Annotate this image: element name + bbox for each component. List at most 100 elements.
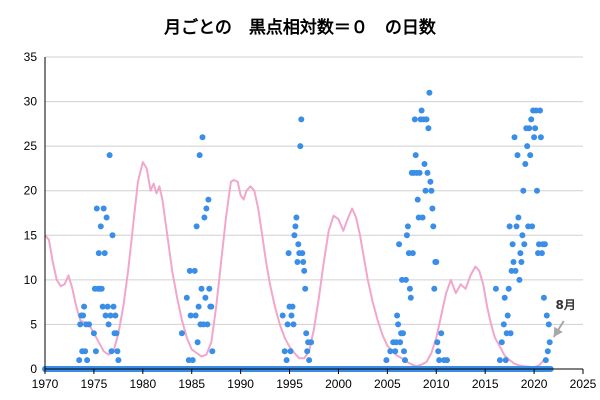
grid-lines	[45, 56, 583, 325]
y-tick-label-25: 25	[24, 139, 38, 153]
data-point-71	[291, 232, 298, 239]
data-point-83	[303, 330, 310, 337]
data-point-123	[423, 116, 430, 123]
data-point-28	[108, 348, 115, 355]
data-point-68	[288, 312, 295, 319]
data-point-148	[505, 285, 512, 292]
data-point-5	[81, 303, 88, 310]
data-point-19	[99, 303, 106, 310]
data-point-174	[531, 134, 538, 141]
data-point-153	[510, 259, 517, 265]
data-point-12	[92, 348, 99, 355]
data-point-155	[512, 267, 519, 274]
data-point-184	[540, 294, 547, 301]
data-point-159	[516, 276, 523, 283]
data-point-77	[297, 143, 304, 150]
data-point-55	[204, 321, 211, 328]
data-point-88	[383, 357, 390, 364]
data-point-99	[400, 330, 406, 337]
data-point-64	[284, 321, 291, 328]
data-point-18	[98, 285, 105, 292]
y-tick-label-20: 20	[24, 184, 38, 198]
data-point-59	[208, 303, 215, 310]
data-point-140	[492, 285, 499, 292]
data-point-104	[404, 223, 411, 230]
data-point-39	[186, 267, 193, 274]
x-tick-label-1975: 1975	[81, 377, 108, 391]
x-tick-label-2010: 2010	[423, 377, 450, 391]
data-point-26	[106, 152, 113, 159]
data-point-134	[434, 339, 441, 346]
data-point-73	[293, 214, 300, 221]
data-point-111	[411, 116, 418, 123]
data-point-169	[526, 125, 533, 132]
data-point-46	[195, 303, 202, 310]
data-point-190	[546, 339, 553, 346]
x-tick-label-2015: 2015	[472, 377, 499, 391]
data-point-127	[427, 178, 434, 185]
data-point-156	[513, 223, 520, 230]
data-point-56	[205, 196, 212, 203]
data-point-52	[201, 214, 208, 221]
data-point-45	[194, 339, 201, 346]
data-point-164	[521, 241, 528, 248]
data-point-142	[498, 339, 505, 346]
x-tick-label-2020: 2020	[521, 377, 548, 391]
data-point-165	[522, 161, 529, 167]
data-point-8	[84, 357, 91, 364]
x-tick-label-2000: 2000	[325, 377, 352, 391]
data-point-81	[301, 267, 308, 274]
data-point-141	[496, 357, 503, 364]
data-point-144	[501, 294, 508, 301]
data-point-143	[500, 321, 507, 328]
data-point-0	[76, 357, 83, 364]
x-tick-label-1990: 1990	[227, 377, 254, 391]
data-point-69	[289, 303, 296, 310]
data-point-139	[444, 357, 450, 364]
data-point-161	[518, 259, 525, 265]
data-point-181	[537, 134, 544, 141]
data-point-101	[402, 357, 408, 364]
data-point-34	[114, 348, 121, 355]
data-point-96	[397, 339, 404, 346]
data-point-21	[101, 250, 108, 257]
data-point-106	[406, 285, 413, 292]
data-point-89	[387, 348, 394, 355]
y-tick-label-10: 10	[24, 273, 38, 287]
data-point-72	[292, 223, 299, 230]
data-point-27	[107, 312, 114, 319]
data-point-116	[416, 169, 423, 176]
data-point-9	[86, 321, 92, 328]
data-point-121	[421, 161, 428, 167]
data-point-145	[502, 357, 509, 364]
data-point-152	[509, 241, 516, 248]
data-point-29	[109, 232, 116, 239]
data-point-185	[541, 241, 548, 248]
data-point-126	[426, 89, 433, 96]
chart-title: 月ごとの 黒点相対数＝０ の日数	[163, 17, 437, 38]
data-point-170	[527, 152, 534, 159]
data-point-42	[191, 267, 198, 274]
axes	[44, 57, 584, 374]
data-point-1	[77, 321, 84, 328]
data-point-182	[538, 250, 545, 257]
data-point-100	[401, 348, 407, 355]
data-point-74	[294, 259, 301, 265]
data-point-94	[395, 321, 402, 328]
x-tick-label-1980: 1980	[129, 377, 156, 391]
data-point-17	[97, 223, 104, 230]
data-point-82	[302, 285, 309, 292]
data-point-50	[199, 134, 206, 141]
data-point-79	[299, 250, 306, 257]
data-point-70	[290, 321, 297, 328]
data-point-154	[511, 134, 518, 141]
data-point-47	[196, 152, 203, 159]
data-point-62	[281, 348, 288, 355]
data-point-37	[183, 294, 190, 301]
data-point-53	[202, 294, 209, 301]
x-tick-label-1970: 1970	[32, 377, 59, 391]
data-point-65	[285, 250, 292, 257]
data-point-36	[178, 330, 185, 337]
data-point-133	[433, 259, 440, 265]
data-point-114	[414, 196, 421, 203]
